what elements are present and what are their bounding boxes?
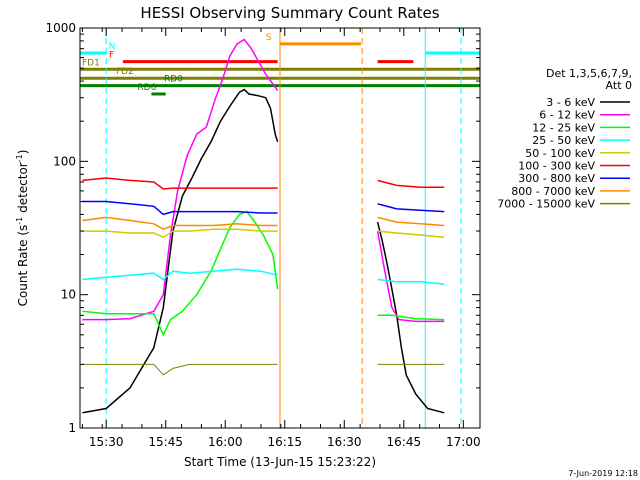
flag-label-fd2: FD2: [116, 67, 134, 77]
legend-label: 3 - 6 keV: [546, 96, 595, 109]
series-line-25-50-kev: [377, 278, 445, 285]
flag-label-fd1: FD1: [82, 58, 100, 68]
y-tick-label: 1000: [45, 21, 76, 35]
legend-title: Att 0: [606, 79, 632, 92]
legend-label: 12 - 25 keV: [532, 121, 595, 134]
series-line-6-12-kev: [376, 230, 445, 323]
flag-label-n: N: [109, 42, 116, 52]
legend-label: 7000 - 15000 keV: [497, 198, 595, 211]
flag-label-f: F: [109, 51, 114, 61]
series-line-100-300-kev: [377, 179, 445, 188]
series-line-50-100-kev: [82, 228, 278, 239]
series-line-800-7000-kev: [377, 216, 445, 227]
axes: 1 10 100 1000 15:30 15:45 16:00 16:15 16:30 16:45…: [45, 21, 480, 449]
legend-label: 100 - 300 keV: [518, 160, 595, 173]
flag-label-rd0: RD0: [164, 75, 183, 85]
series-line-7000-15000-kev: [82, 363, 278, 376]
x-tick-label: 16:15: [267, 435, 302, 449]
x-tick-label: 15:30: [89, 435, 124, 449]
series-line-12-25-kev: [377, 314, 445, 321]
series-line-50-100-kev: [377, 230, 445, 238]
series-line-3-6-kev: [82, 88, 279, 414]
legend-label: 25 - 50 keV: [532, 134, 595, 147]
chart-title: HESSI Observing Summary Count Rates: [140, 4, 439, 22]
series-line-3-6-kev: [376, 221, 445, 414]
footer-date: 7-Jun-2019 12:18: [568, 469, 638, 478]
series-lines: [82, 38, 445, 414]
flag-label-s: S: [266, 33, 272, 43]
y-axis-label: Count Rate (s-1 detector-1): [15, 150, 30, 307]
y-tick-label: 10: [61, 288, 76, 302]
legend-label: 800 - 7000 keV: [511, 185, 595, 198]
x-axis-label: Start Time (13-Jun-15 15:23:22): [184, 455, 376, 469]
series-line-6-12-kev: [82, 38, 279, 321]
legend-label: 6 - 12 keV: [539, 109, 595, 122]
x-tick-label: 17:00: [446, 435, 481, 449]
y-tick-label: 100: [53, 154, 76, 168]
series-line-100-300-kev: [82, 177, 278, 190]
y-tick-label: 1: [68, 421, 76, 435]
legend-label: 50 - 100 keV: [525, 147, 595, 160]
series-line-800-7000-kev: [82, 216, 278, 231]
series-line-300-800-kev: [82, 200, 278, 216]
flag-label-rd6: RD6: [137, 83, 156, 93]
x-tick-label: 16:00: [208, 435, 243, 449]
legend-title: Det 1,3,5,6,7,9,: [546, 67, 632, 80]
series-line-300-800-kev: [377, 203, 445, 213]
legend-label: 300 - 800 keV: [518, 172, 595, 185]
series-line-25-50-kev: [82, 268, 278, 281]
x-tick-label: 16:30: [327, 435, 362, 449]
plot-frame: [79, 27, 481, 429]
x-tick-label: 15:45: [148, 435, 183, 449]
x-tick-label: 16:45: [387, 435, 422, 449]
